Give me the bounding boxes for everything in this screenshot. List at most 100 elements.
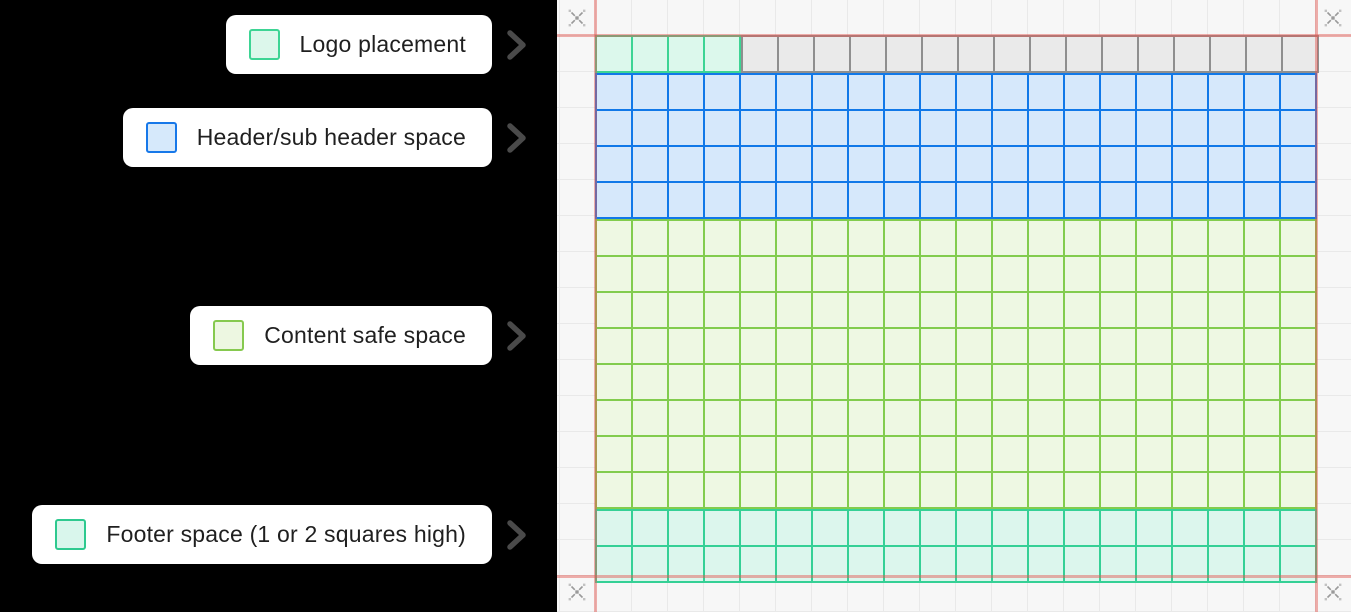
grid-cell (633, 37, 669, 73)
grid-cell (705, 111, 741, 147)
region-logo-row (595, 35, 1319, 73)
grid-cell (1209, 511, 1245, 547)
grid-cell (1101, 437, 1137, 473)
grid-cell (741, 293, 777, 329)
chevron-right-icon[interactable] (506, 29, 527, 60)
grid-cell (741, 437, 777, 473)
grid-cell (1065, 473, 1101, 509)
grid-cell (705, 293, 741, 329)
zone-footer (595, 509, 1317, 583)
grid-cell (1103, 37, 1139, 73)
grid-cell (1067, 37, 1103, 73)
grid-cell (1101, 365, 1137, 401)
grid-cell (1029, 547, 1065, 583)
grid-cell (1029, 75, 1065, 111)
grid-cell (777, 437, 813, 473)
grid-cell (1245, 473, 1281, 509)
grid-cell (921, 437, 957, 473)
grid-cell (777, 75, 813, 111)
grid-cell (1101, 75, 1137, 111)
grid-cell (921, 473, 957, 509)
grid-cell (1137, 437, 1173, 473)
grid-cell (633, 329, 669, 365)
grid-cell (1065, 221, 1101, 257)
grid-cell (921, 329, 957, 365)
grid-cell (849, 147, 885, 183)
grid-cell (777, 329, 813, 365)
grid-cell (597, 401, 633, 437)
grid-cell (597, 257, 633, 293)
footer-swatch-icon (55, 519, 87, 550)
grid-cell (1137, 511, 1173, 547)
grid-cell (705, 37, 741, 73)
grid-cell (1137, 329, 1173, 365)
grid-cell (1031, 37, 1067, 73)
grid-cell (669, 365, 705, 401)
grid-cell (993, 401, 1029, 437)
grid-cell (851, 37, 887, 73)
grid-cell (777, 147, 813, 183)
grid-cell (957, 147, 993, 183)
grid-cell (1137, 221, 1173, 257)
grid-cell (633, 257, 669, 293)
grid-cell (1173, 365, 1209, 401)
chevron-right-icon[interactable] (506, 122, 527, 153)
grid-cell (705, 147, 741, 183)
grid-cell (993, 183, 1029, 219)
grid-cell (1137, 75, 1173, 111)
legend-label-logo: Logo placement (299, 31, 466, 57)
grid-cell (921, 257, 957, 293)
grid-cell (1065, 111, 1101, 147)
grid-cell (777, 257, 813, 293)
grid-cell (1029, 401, 1065, 437)
grid-cell (1245, 511, 1281, 547)
grid-cell (1065, 547, 1101, 583)
grid-cell (777, 293, 813, 329)
logo-swatch-icon (248, 29, 280, 60)
grid-cell (993, 293, 1029, 329)
grid-cell (669, 111, 705, 147)
grid-cell (1137, 147, 1173, 183)
grid-cell (885, 147, 921, 183)
grid-cell (1101, 293, 1137, 329)
grid-cell (633, 547, 669, 583)
legend-item-footer[interactable]: Footer space (1 or 2 squares high) (32, 505, 527, 564)
grid-cell (813, 547, 849, 583)
grid-cell (1245, 111, 1281, 147)
grid-cell (957, 257, 993, 293)
grid-cell (597, 147, 633, 183)
legend-item-header[interactable]: Header/sub header space (122, 108, 527, 167)
grid-cell (849, 183, 885, 219)
grid-cell (1101, 183, 1137, 219)
zone-logo-placement (595, 35, 741, 73)
grid-cell (957, 183, 993, 219)
grid-cell (1209, 257, 1245, 293)
chevron-right-icon[interactable] (506, 320, 527, 351)
grid-cell (1137, 547, 1173, 583)
layout-grid (595, 35, 1319, 583)
grid-cell (957, 329, 993, 365)
grid-cell (1281, 547, 1317, 583)
grid-cell (1245, 437, 1281, 473)
grid-cell (743, 37, 779, 73)
chevron-right-icon[interactable] (506, 519, 527, 550)
margin-guide-bottom (557, 575, 1351, 578)
grid-cell (885, 183, 921, 219)
legend-item-content[interactable]: Content safe space (190, 306, 527, 365)
grid-cell (1281, 293, 1317, 329)
grid-cell (669, 293, 705, 329)
grid-cell (705, 511, 741, 547)
grid-cell (1209, 293, 1245, 329)
grid-cell (1029, 147, 1065, 183)
grid-cell (1101, 147, 1137, 183)
grid-cell (849, 329, 885, 365)
grid-cell (993, 473, 1029, 509)
grid-cell (633, 221, 669, 257)
grid-cell (669, 511, 705, 547)
grid-cell (777, 365, 813, 401)
legend-item-logo[interactable]: Logo placement (225, 15, 527, 74)
corner-transform-mark-icon (566, 581, 588, 603)
grid-cell (885, 111, 921, 147)
grid-cell (1065, 147, 1101, 183)
grid-cell (1209, 437, 1245, 473)
